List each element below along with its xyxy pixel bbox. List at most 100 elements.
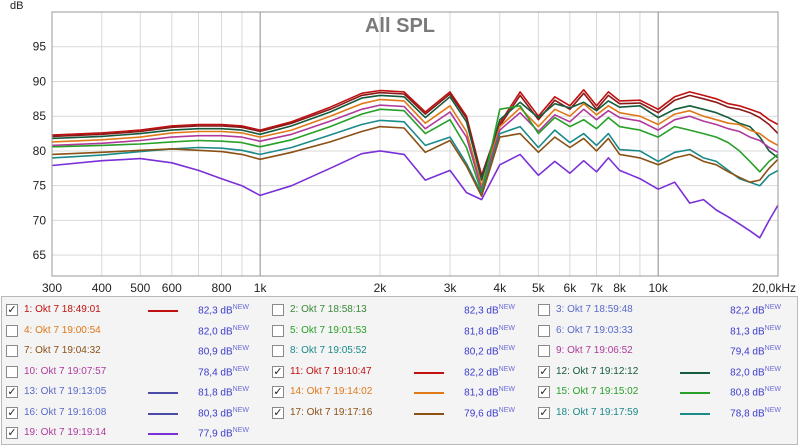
spl-value-text: 82,0 dB (730, 366, 765, 378)
x-tick-label: 2k (374, 281, 388, 295)
legend-row: 7: Okt 7 19:04:32 80,9 dBNEW 8: Okt 7 19:0… (2, 341, 797, 363)
spl-value: 81,3 dBNEW (464, 386, 515, 398)
y-tick-label: 85 (33, 109, 47, 123)
spl-value-text: 82,3 dB (198, 305, 233, 317)
measurement-label: 6: Okt 7 19:03:33 (556, 324, 633, 336)
spl-value: 78,4 dBNEW (198, 366, 249, 378)
measurement-label: 18: Okt 7 19:17:59 (556, 406, 639, 418)
legend-entry[interactable]: 8: Okt 7 19:05:52 80,2 dBNEW (268, 341, 533, 363)
spl-value: 82,0 dBNEW (730, 366, 781, 378)
spl-value-text: 82,2 dB (464, 366, 499, 378)
new-badge: NEW (232, 304, 249, 311)
checkbox[interactable] (272, 324, 284, 337)
y-tick-label: 90 (33, 74, 47, 88)
legend-entry[interactable]: 7: Okt 7 19:04:32 80,9 dBNEW (2, 341, 267, 363)
measurement-label: 8: Okt 7 19:05:52 (290, 345, 367, 356)
spl-value: 81,3 dBNEW (730, 325, 781, 337)
grid (51, 12, 779, 276)
checkbox[interactable]: ✓ (538, 364, 550, 378)
new-badge: NEW (764, 345, 781, 352)
legend-entry[interactable]: 10: Okt 7 19:07:57 78,4 dBNEW (2, 362, 267, 384)
legend-entry[interactable]: ✓ 14: Okt 7 19:14:02 81,3 dBNEW (268, 382, 533, 404)
new-badge: NEW (498, 365, 515, 373)
x-tick-label: 1k (254, 281, 268, 295)
spl-value-text: 82,2 dB (730, 305, 765, 317)
checkbox[interactable]: ✓ (6, 426, 18, 439)
legend-entry[interactable]: ✓ 12: Okt 7 19:12:12 82,0 dBNEW (534, 362, 799, 384)
measurement-label: 10: Okt 7 19:07:57 (24, 365, 107, 377)
checkbox[interactable]: ✓ (538, 385, 550, 398)
measurement-label: 9: Okt 7 19:06:52 (556, 345, 633, 356)
series-line-7 (51, 125, 779, 197)
line-swatch (414, 371, 444, 374)
line-swatch (148, 412, 178, 415)
checkbox[interactable] (538, 324, 550, 337)
legend-entry[interactable]: ✓ 17: Okt 7 19:17:16 79,6 dBNEW (268, 403, 533, 425)
new-badge: NEW (232, 406, 249, 414)
checkbox[interactable] (272, 345, 284, 357)
spl-value-text: 80,8 dB (730, 387, 765, 399)
legend-entry[interactable]: ✓ 1: Okt 7 18:49:01 82,3 dBNEW (2, 300, 267, 322)
spl-value-text: 81,8 dB (198, 387, 233, 399)
spl-value: 81,8 dBNEW (198, 386, 249, 398)
line-swatch (148, 433, 178, 435)
x-tick-label: 7k (590, 281, 604, 295)
line-swatch (414, 412, 444, 415)
spl-value: 80,3 dBNEW (198, 407, 249, 419)
legend-entry[interactable]: 6: Okt 7 19:03:33 81,3 dBNEW (534, 321, 799, 343)
legend-entry[interactable]: 2: Okt 7 18:58:13 82,3 dBNEW (268, 300, 533, 322)
spl-value: 77,9 dBNEW (198, 427, 249, 439)
checkbox[interactable] (6, 365, 18, 378)
checkbox[interactable]: ✓ (6, 385, 18, 398)
y-tick-labels: 65 70 75 80 85 90 95 (33, 40, 47, 262)
checkbox[interactable]: ✓ (272, 364, 284, 378)
legend-entry[interactable]: ✓ 19: Okt 7 19:19:14 77,9 dBNEW (2, 423, 267, 445)
legend-entry[interactable]: 3: Okt 7 18:59:48 82,2 dBNEW (534, 300, 799, 322)
spl-graph[interactable]: All SPL dB 65 70 75 80 85 90 95 300 400 500 600 80… (0, 0, 800, 295)
checkbox[interactable] (272, 304, 284, 316)
spl-value-text: 80,3 dB (198, 407, 233, 419)
y-tick-label: 95 (33, 40, 47, 54)
checkbox[interactable] (6, 324, 18, 337)
x-tick-label: 4k (493, 281, 507, 295)
legend-entry[interactable]: ✓ 18: Okt 7 19:17:59 78,8 dBNEW (534, 403, 799, 425)
x-tick-label: 3k (444, 281, 458, 295)
line-swatch (680, 371, 710, 374)
y-tick-label: 75 (33, 179, 47, 193)
series-line-5 (51, 105, 779, 194)
y-tick-label: 65 (33, 248, 47, 262)
checkbox[interactable] (6, 345, 18, 357)
legend-entry[interactable]: ✓ 11: Okt 7 19:10:47 82,2 dBNEW (268, 362, 533, 384)
checkbox[interactable]: ✓ (538, 405, 550, 419)
measurement-label: 4: Okt 7 19:00:54 (24, 324, 101, 336)
legend-entry[interactable]: ✓ 13: Okt 7 19:13:05 81,8 dBNEW (2, 382, 267, 404)
checkbox[interactable]: ✓ (272, 385, 284, 398)
new-badge: NEW (498, 386, 515, 393)
checkbox[interactable] (538, 304, 550, 316)
legend-entry[interactable]: ✓ 16: Okt 7 19:16:08 80,3 dBNEW (2, 403, 267, 425)
measurement-label: 3: Okt 7 18:59:48 (556, 304, 633, 315)
spl-value-text: 80,2 dB (464, 346, 499, 358)
measurement-label: 17: Okt 7 19:17:16 (290, 406, 373, 418)
checkbox[interactable]: ✓ (272, 405, 284, 419)
legend-entry[interactable]: 4: Okt 7 19:00:54 82,0 dBNEW (2, 321, 267, 343)
legend-entry[interactable]: 9: Okt 7 19:06:52 79,4 dBNEW (534, 341, 799, 363)
measurement-label: 7: Okt 7 19:04:32 (24, 345, 101, 356)
measurement-label: 19: Okt 7 19:19:14 (24, 427, 107, 438)
legend-entry[interactable]: ✓ 15: Okt 7 19:15:02 80,8 dBNEW (534, 382, 799, 404)
measurement-label: 13: Okt 7 19:13:05 (24, 386, 107, 397)
checkbox[interactable]: ✓ (6, 405, 18, 419)
checkbox[interactable]: ✓ (6, 303, 18, 316)
spl-value: 80,9 dBNEW (198, 345, 249, 357)
measurement-label: 12: Okt 7 19:12:12 (556, 365, 639, 377)
legend-entry[interactable]: 5: Okt 7 19:01:53 81,8 dBNEW (268, 321, 533, 343)
new-badge: NEW (498, 406, 515, 414)
checkbox[interactable] (538, 345, 550, 357)
measurement-label: 15: Okt 7 19:15:02 (556, 386, 639, 397)
y-tick-label: 70 (33, 213, 47, 227)
spl-value-text: 81,3 dB (464, 387, 499, 399)
spl-value: 82,3 dBNEW (464, 304, 515, 316)
series-line-6 (51, 119, 779, 195)
spl-value-text: 77,9 dB (198, 428, 233, 440)
chart-title: All SPL (365, 15, 435, 37)
